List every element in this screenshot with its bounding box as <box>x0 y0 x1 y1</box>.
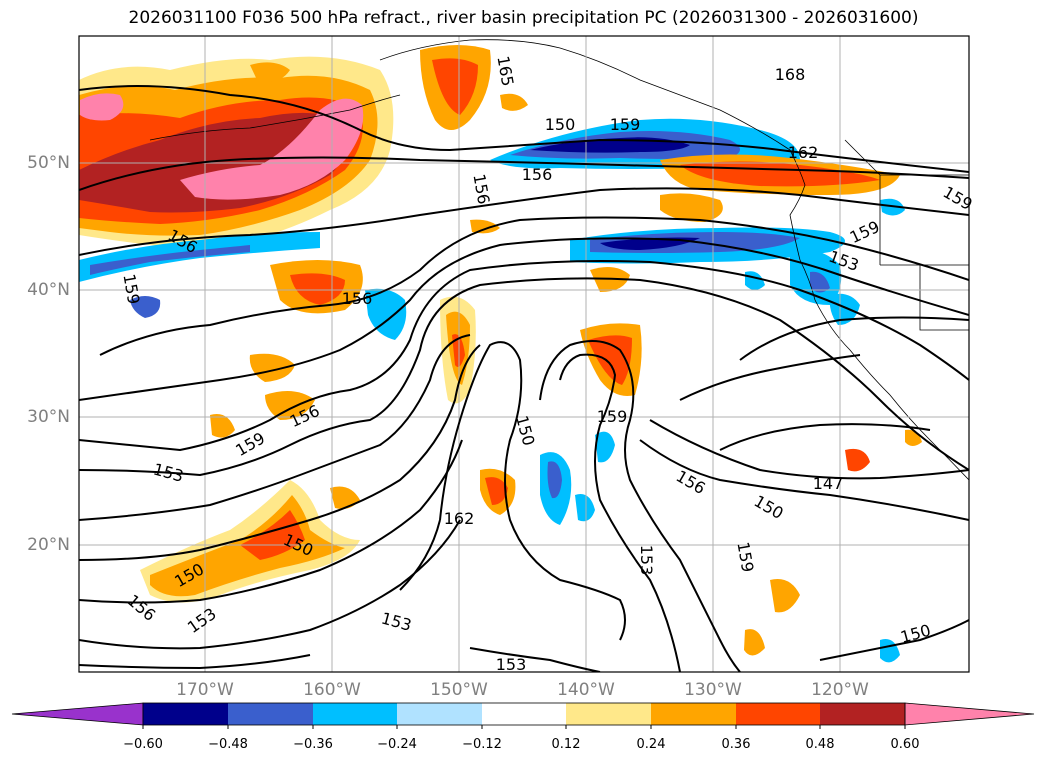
contour-label: 162 <box>788 143 819 162</box>
colorbar-tick: −0.36 <box>293 737 333 752</box>
contour-label: 159 <box>610 115 641 134</box>
contour-label: 156 <box>522 165 553 184</box>
lat-label-50n: 50°N <box>27 153 70 173</box>
colorbar-tick: −0.24 <box>377 737 417 752</box>
lat-label-30n: 30°N <box>27 407 70 427</box>
lon-label-130w: 130°W <box>684 680 742 700</box>
contour-label: 168 <box>775 65 806 84</box>
colorbar-tick: 0.36 <box>721 737 751 752</box>
contour-label: 150 <box>545 115 576 134</box>
lon-label-120w: 120°W <box>811 680 869 700</box>
lon-label-170w: 170°W <box>176 680 234 700</box>
contour-label: 153 <box>637 545 656 576</box>
colorbar-tick: 0.60 <box>890 737 920 752</box>
lat-label-40n: 40°N <box>27 280 70 300</box>
colorbar <box>11 702 1035 729</box>
colorbar-tick: 0.24 <box>636 737 666 752</box>
contour-label: 153 <box>496 655 527 674</box>
colorbar-tick: −0.48 <box>208 737 248 752</box>
lon-label-150w: 150°W <box>430 680 488 700</box>
contour-label: 159 <box>597 407 628 426</box>
contour-label: 147 <box>813 474 844 493</box>
precip-shading <box>79 45 922 663</box>
lon-label-140w: 140°W <box>557 680 615 700</box>
refractivity-contours <box>79 85 969 672</box>
contour-label: 156 <box>342 289 373 308</box>
colorbar-tick: −0.60 <box>123 737 163 752</box>
map-frame <box>78 35 970 673</box>
map-title: 2026031100 F036 500 hPa refract., river … <box>128 8 919 28</box>
colorbar-tick: −0.12 <box>462 737 502 752</box>
contour-label: 162 <box>444 509 475 528</box>
colorbar-tick: 0.12 <box>551 737 581 752</box>
colorbar-tick: 0.48 <box>805 737 835 752</box>
lon-label-160w: 160°W <box>303 680 361 700</box>
gridlines <box>79 36 969 672</box>
lat-label-20n: 20°N <box>27 535 70 555</box>
